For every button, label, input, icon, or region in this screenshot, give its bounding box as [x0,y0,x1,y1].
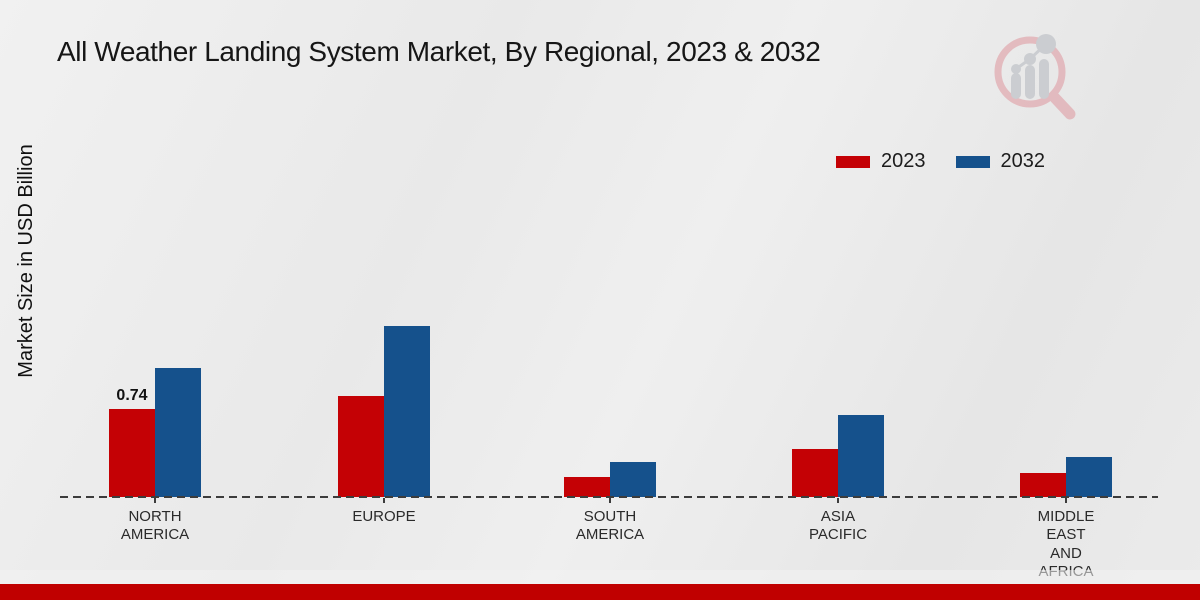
footer-light-strip [0,570,1200,584]
legend-item-2023: 2023 [836,150,926,173]
legend-swatch-2023 [836,155,870,168]
x-axis-baseline [60,496,1158,498]
category-label-south-america: SOUTH AMERICA [575,508,645,544]
bar-2023-asia-pacific [792,449,838,497]
bar-2032-asia-pacific [838,415,884,497]
category-label-asia-pacific: ASIA PACIFIC [808,508,868,544]
legend-swatch-2032 [955,155,990,168]
x-axis-tick [154,498,156,503]
chart-title: All Weather Landing System Market, By Re… [57,36,821,67]
footer-accent-bar [0,584,1200,600]
legend: 2023 2032 [836,150,1045,173]
category-label-europe: EUROPE [352,508,416,525]
bar-2032-north-america [155,368,201,497]
category-label-north-america: NORTH AMERICA [120,508,190,544]
legend-label: 2032 [1000,150,1046,172]
bar-2023-europe [338,396,384,497]
bar-2032-middle-east-and-africa [1066,457,1112,497]
x-axis-tick [609,498,611,503]
bar-2023-south-america [564,477,610,497]
bar-2032-europe [384,326,430,497]
bar-2032-south-america [610,462,656,497]
bar-2023-north-america [109,409,155,497]
bar-2023-middle-east-and-africa [1020,473,1066,497]
legend-item-2032: 2032 [955,150,1046,173]
value-label-2023-north-america: 0.74 [116,387,148,404]
legend-label: 2023 [881,150,926,172]
x-axis-tick [1065,498,1067,503]
magnifier-bar-chart-logo [994,34,1076,120]
x-axis-tick [383,498,385,503]
x-axis-tick [837,498,839,503]
